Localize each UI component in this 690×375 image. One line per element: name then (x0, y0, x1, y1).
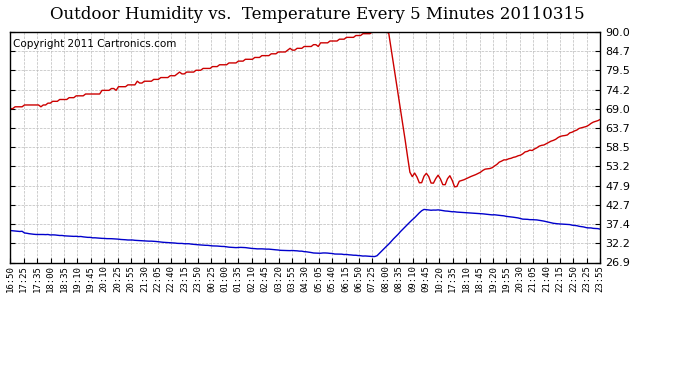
Text: Copyright 2011 Cartronics.com: Copyright 2011 Cartronics.com (13, 39, 177, 49)
Text: Outdoor Humidity vs.  Temperature Every 5 Minutes 20110315: Outdoor Humidity vs. Temperature Every 5… (50, 6, 584, 22)
